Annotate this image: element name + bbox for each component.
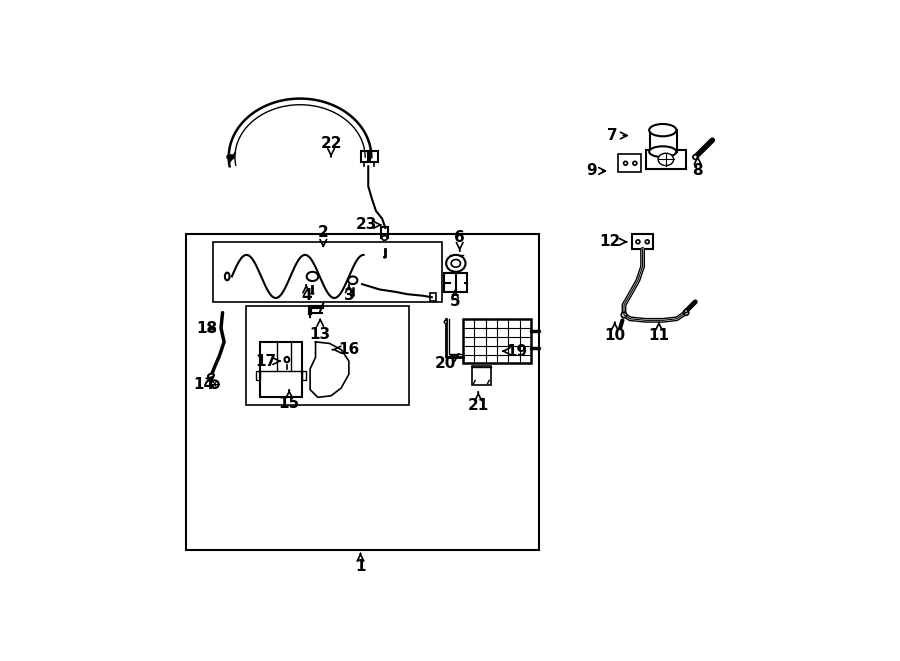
Bar [463, 319, 531, 364]
Ellipse shape [683, 310, 688, 315]
Bar [256, 371, 260, 380]
Bar [472, 366, 491, 385]
Bar [645, 150, 686, 169]
Text: 4: 4 [301, 285, 311, 303]
Text: 6: 6 [454, 231, 465, 251]
Ellipse shape [383, 256, 386, 258]
Ellipse shape [649, 146, 676, 157]
Ellipse shape [284, 357, 289, 362]
Text: 7: 7 [608, 128, 627, 143]
Ellipse shape [621, 312, 626, 318]
Bar [430, 293, 436, 301]
Bar [370, 151, 378, 163]
Bar [302, 371, 306, 380]
Ellipse shape [451, 260, 461, 267]
Text: 23: 23 [356, 217, 381, 233]
Text: 20: 20 [435, 354, 459, 371]
Text: 18: 18 [196, 321, 218, 336]
Text: 10: 10 [604, 323, 626, 343]
Bar [246, 307, 409, 405]
Bar [213, 242, 442, 302]
Text: 9: 9 [586, 163, 606, 178]
Text: 14: 14 [194, 377, 214, 392]
Text: 15: 15 [279, 391, 300, 411]
Ellipse shape [348, 276, 357, 284]
Ellipse shape [310, 292, 314, 295]
Ellipse shape [225, 272, 230, 280]
Text: 17: 17 [256, 354, 280, 369]
Text: 11: 11 [648, 323, 670, 343]
Bar [361, 151, 368, 163]
Ellipse shape [633, 161, 637, 165]
Ellipse shape [382, 235, 387, 240]
Bar [186, 234, 539, 550]
Bar [650, 130, 677, 152]
Bar [381, 227, 389, 238]
Bar [617, 154, 641, 173]
Ellipse shape [208, 373, 214, 378]
Text: 2: 2 [318, 225, 328, 247]
Text: 12: 12 [599, 234, 626, 249]
Ellipse shape [624, 161, 627, 165]
Text: 13: 13 [310, 319, 331, 342]
Text: 8: 8 [692, 157, 703, 178]
Ellipse shape [211, 380, 219, 388]
Ellipse shape [636, 240, 640, 244]
Text: 5: 5 [450, 291, 461, 309]
Bar [445, 272, 467, 292]
Ellipse shape [351, 294, 355, 297]
Text: 1: 1 [356, 553, 365, 574]
Text: 3: 3 [344, 285, 355, 303]
Text: 22: 22 [320, 136, 342, 157]
Ellipse shape [649, 124, 676, 136]
Bar [632, 234, 653, 249]
Ellipse shape [446, 255, 465, 272]
Text: 19: 19 [503, 344, 527, 359]
Ellipse shape [685, 309, 688, 313]
Ellipse shape [658, 153, 673, 165]
Text: 21: 21 [468, 392, 489, 412]
Ellipse shape [645, 240, 649, 244]
Ellipse shape [693, 155, 698, 159]
Ellipse shape [445, 321, 447, 323]
Ellipse shape [307, 272, 319, 281]
Text: 16: 16 [333, 342, 359, 357]
Bar [260, 342, 302, 397]
